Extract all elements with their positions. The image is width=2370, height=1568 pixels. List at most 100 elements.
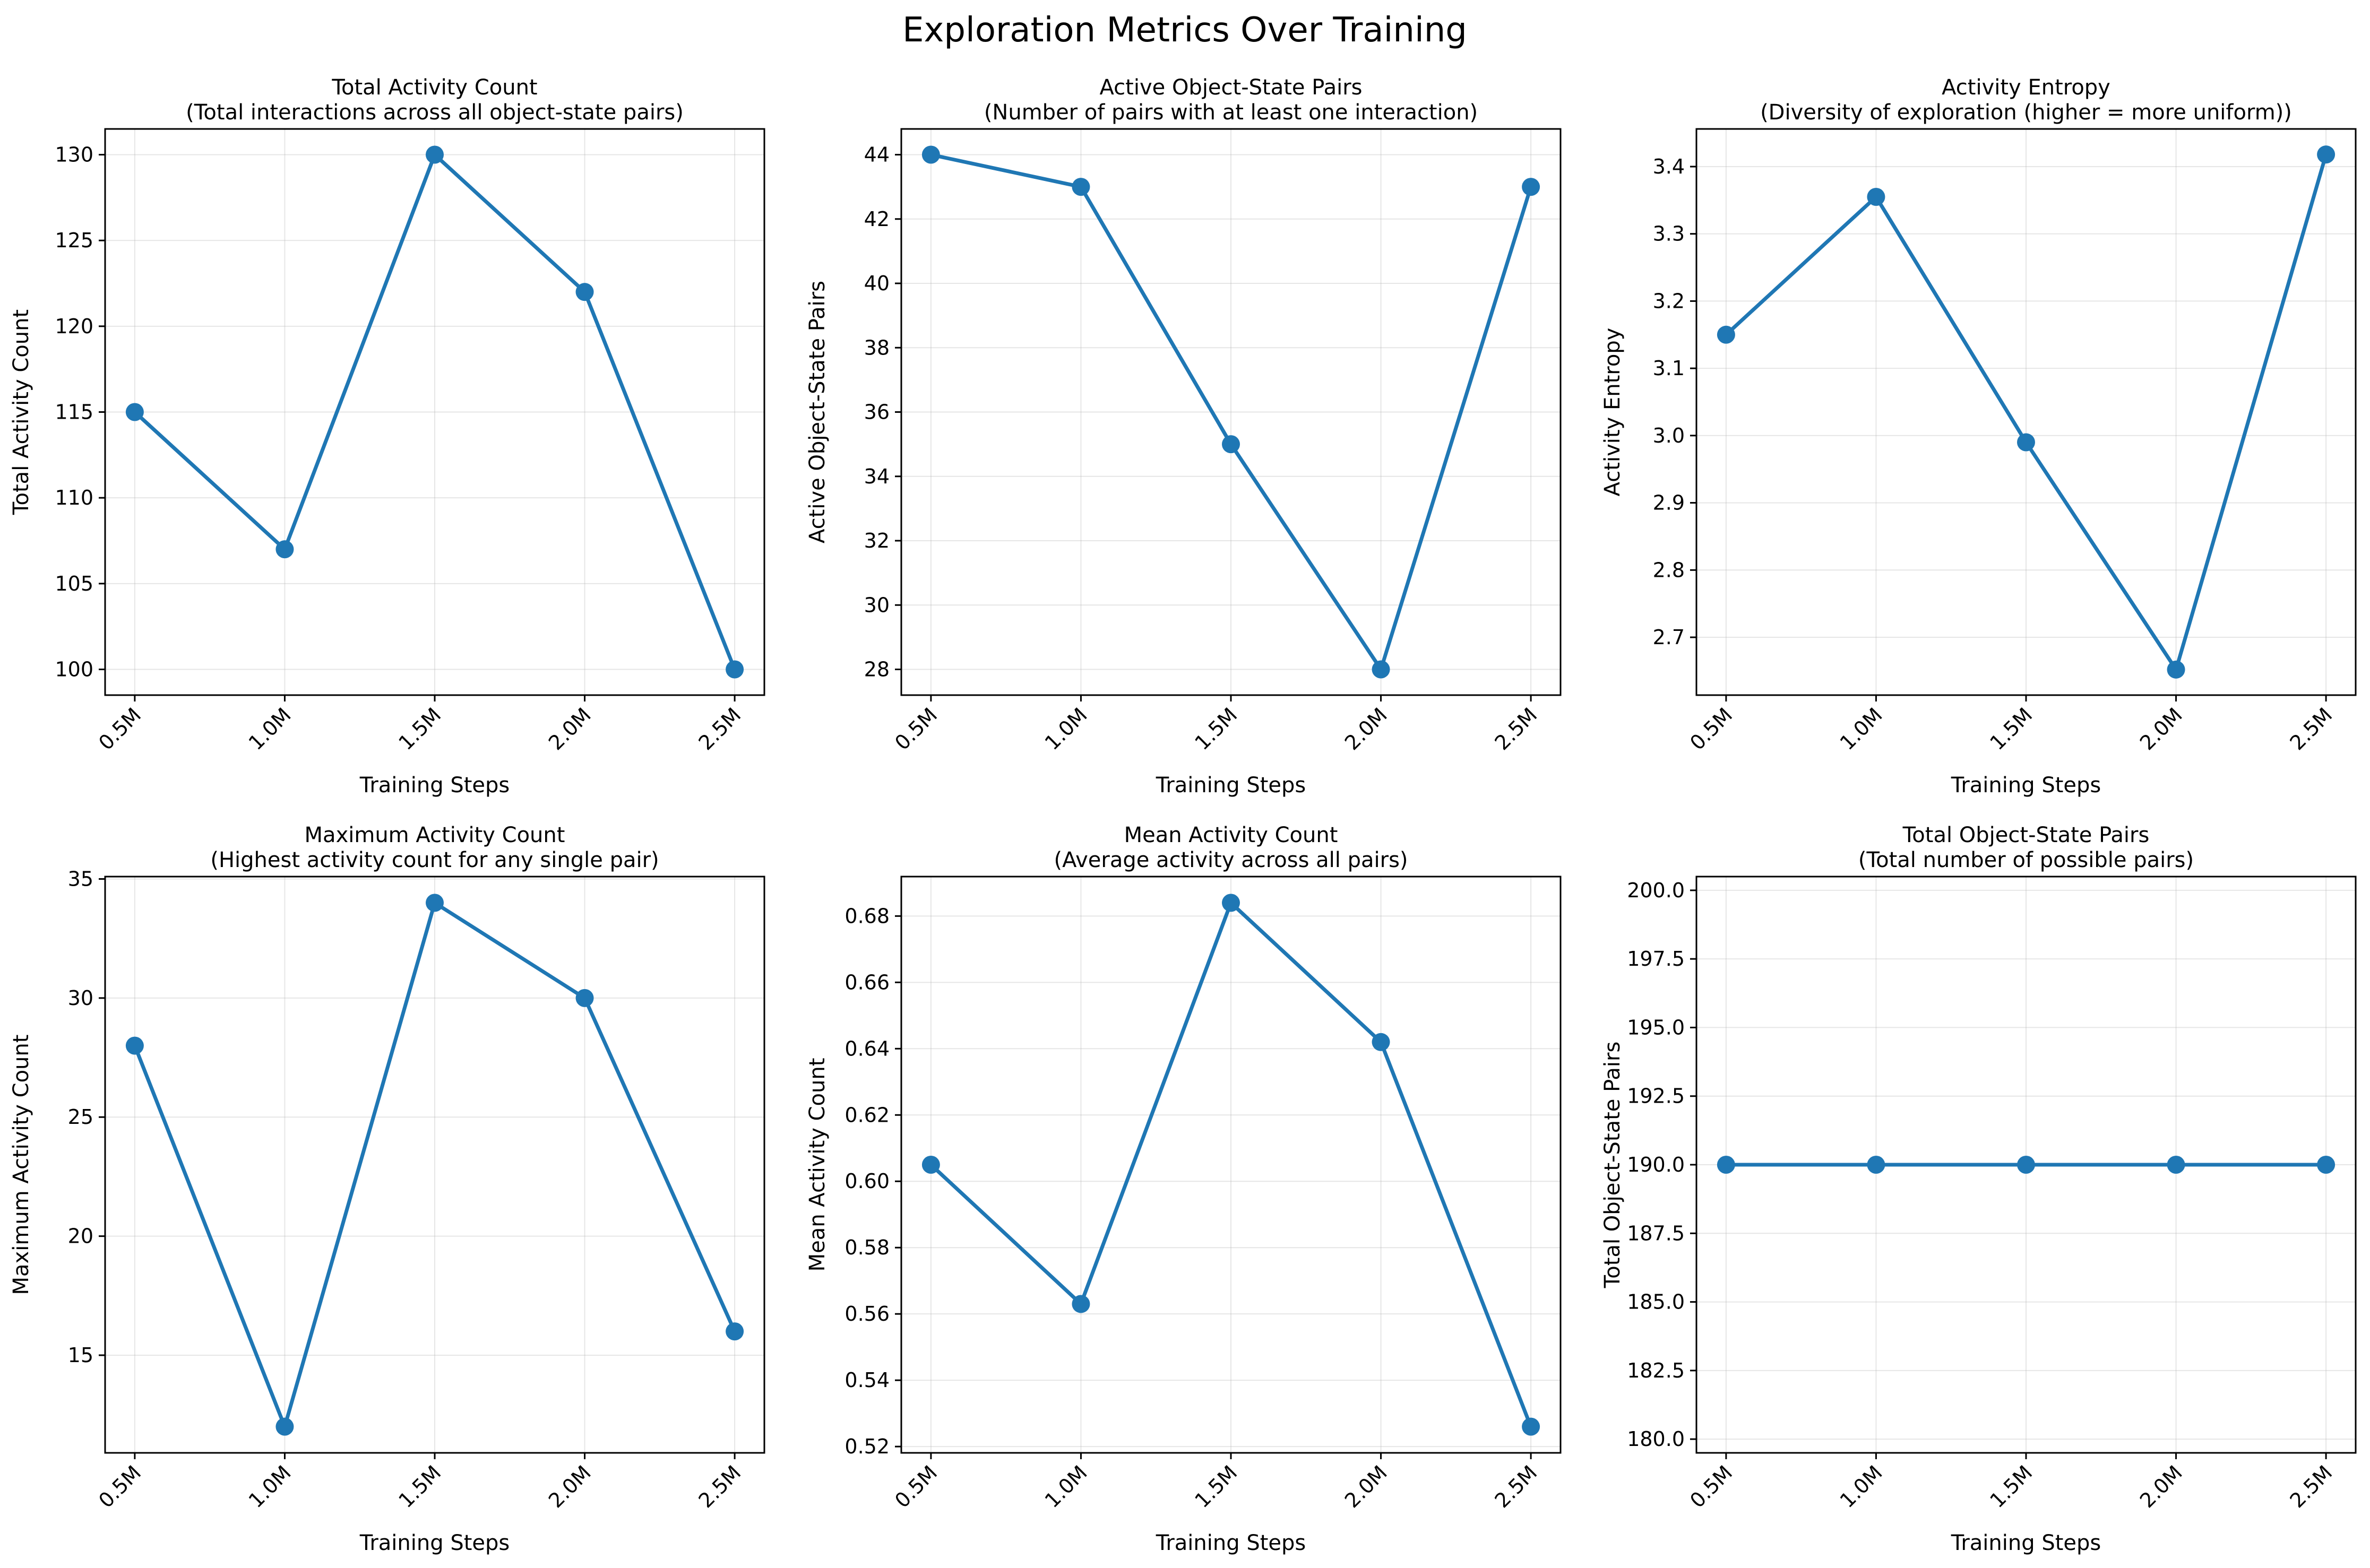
y-tick-label: 0.52 [844, 1435, 890, 1458]
y-tick-label: 190.0 [1627, 1153, 1685, 1176]
y-tick-label: 20 [68, 1225, 93, 1248]
data-point [1867, 187, 1885, 206]
x-tick-label: 1.5M [394, 703, 445, 755]
chart-panel: 28 30 32 34 36 38 40 42 44 0.5M 1.0M 1.5M 2.0M 2.5M Ac… [805, 75, 1562, 798]
y-tick-label: 180.0 [1627, 1427, 1685, 1451]
y-tick-label: 0.56 [844, 1302, 890, 1326]
chart-panel: 100 105 110 115 120 125 130 0.5M 1.0M 1.5M 2.0M 2.5… [9, 75, 765, 798]
data-point [1072, 178, 1090, 196]
y-tick-label: 44 [864, 143, 890, 167]
y-tick-label: 197.5 [1627, 947, 1685, 971]
x-tick-label: 1.5M [394, 1461, 445, 1512]
y-tick-label: 192.5 [1627, 1085, 1685, 1108]
data-point [1717, 1156, 1735, 1174]
x-axis-label: Training Steps [1951, 773, 2101, 798]
y-tick-label: 0.66 [844, 971, 890, 994]
y-tick-label: 105 [55, 572, 93, 595]
y-tick-label: 15 [68, 1344, 93, 1367]
y-axis-label: Total Activity Count [9, 309, 33, 515]
y-tick-label: 200.0 [1627, 879, 1685, 902]
x-axis-label: Training Steps [359, 773, 510, 798]
x-tick-label: 1.5M [1985, 703, 2037, 755]
y-axis-label: Total Object-State Pairs [1600, 1042, 1625, 1289]
data-point [575, 989, 594, 1007]
data-point [726, 1322, 744, 1341]
x-tick-label: 1.0M [1040, 1461, 1092, 1512]
data-point [1372, 660, 1390, 679]
x-tick-label: 1.0M [1835, 703, 1887, 755]
x-tick-label: 1.0M [1835, 1461, 1887, 1512]
y-tick-label: 3.1 [1653, 357, 1685, 380]
y-tick-label: 3.3 [1653, 222, 1685, 246]
subplot-subtitle: (Average activity across all pairs) [1054, 848, 1408, 872]
y-tick-label: 125 [55, 229, 93, 252]
x-tick-label: 1.5M [1985, 1461, 2037, 1512]
y-tick-label: 34 [864, 465, 890, 488]
x-tick-label: 0.5M [1685, 1461, 1737, 1512]
data-point [1867, 1156, 1885, 1174]
subplot-subtitle: (Diversity of exploration (higher = more… [1760, 100, 2292, 125]
data-point [275, 540, 294, 559]
data-point [1372, 1033, 1390, 1051]
x-axis-label: Training Steps [359, 1531, 510, 1555]
y-tick-label: 120 [55, 315, 93, 338]
y-tick-label: 28 [864, 658, 890, 681]
data-point [2017, 1156, 2035, 1174]
y-tick-label: 35 [68, 867, 93, 890]
subplot-subtitle: (Total interactions across all object-st… [186, 100, 684, 125]
y-tick-label: 42 [864, 207, 890, 231]
y-tick-label: 182.5 [1627, 1359, 1685, 1382]
x-tick-label: 1.0M [244, 1461, 296, 1512]
data-point [275, 1417, 294, 1436]
data-point [1072, 1295, 1090, 1313]
x-tick-label: 0.5M [890, 1461, 942, 1512]
x-tick-label: 2.5M [694, 1461, 745, 1512]
y-tick-label: 115 [55, 401, 93, 424]
y-tick-label: 0.64 [844, 1037, 890, 1060]
data-point [426, 145, 444, 164]
data-point [2317, 145, 2335, 164]
y-tick-label: 0.60 [844, 1169, 890, 1193]
x-tick-label: 2.5M [694, 703, 745, 755]
data-point [125, 1036, 144, 1055]
data-point [1522, 1417, 1540, 1436]
x-tick-label: 2.5M [2285, 703, 2337, 755]
data-point [1222, 894, 1240, 912]
data-point [921, 1156, 940, 1174]
y-tick-label: 30 [68, 986, 93, 1010]
chart-panel: 180.0 182.5 185.0 187.5 190.0 192.5 195.0 197.5… [1600, 823, 2357, 1555]
y-tick-label: 0.68 [844, 904, 890, 928]
x-axis-label: Training Steps [1951, 1531, 2101, 1555]
x-tick-label: 1.0M [1040, 703, 1092, 755]
y-tick-label: 0.62 [844, 1103, 890, 1127]
x-tick-label: 0.5M [94, 703, 145, 755]
x-axis-label: Training Steps [1156, 1531, 1306, 1555]
y-tick-label: 3.4 [1653, 155, 1685, 178]
y-tick-label: 2.8 [1653, 558, 1685, 582]
subplot-title: Total Object-State Pairs [1902, 823, 2150, 847]
x-tick-label: 0.5M [1685, 703, 1737, 755]
chart-panel: 2.7 2.8 2.9 3.0 3.1 3.2 3.3 3.4 0.5M 1.0M 1.5M 2.0M… [1600, 75, 2357, 798]
subplot-subtitle: (Total number of possible pairs) [1858, 848, 2194, 872]
subplot-title: Maximum Activity Count [305, 823, 565, 847]
y-tick-label: 185.0 [1627, 1290, 1685, 1314]
subplot-title: Mean Activity Count [1124, 823, 1338, 847]
x-tick-label: 2.5M [2285, 1461, 2337, 1512]
data-point [575, 283, 594, 301]
chart-grid: 100 105 110 115 120 125 130 0.5M 1.0M 1.5M 2.0M 2.5… [9, 75, 2357, 1555]
subplot-title: Total Activity Count [331, 75, 537, 100]
x-tick-label: 1.5M [1190, 703, 1242, 755]
figure-title: Exploration Metrics Over Training [902, 11, 1467, 50]
x-tick-label: 2.0M [1340, 703, 1392, 755]
x-tick-label: 2.0M [2135, 703, 2187, 755]
y-tick-label: 130 [55, 143, 93, 167]
x-tick-label: 1.5M [1190, 1461, 1242, 1512]
y-tick-label: 40 [864, 272, 890, 295]
y-tick-label: 0.58 [844, 1236, 890, 1259]
subplot-title: Activity Entropy [1942, 75, 2110, 100]
x-tick-label: 2.0M [1340, 1461, 1392, 1512]
y-tick-label: 36 [864, 401, 890, 424]
x-axis-label: Training Steps [1156, 773, 1306, 798]
y-tick-label: 3.2 [1653, 289, 1685, 313]
